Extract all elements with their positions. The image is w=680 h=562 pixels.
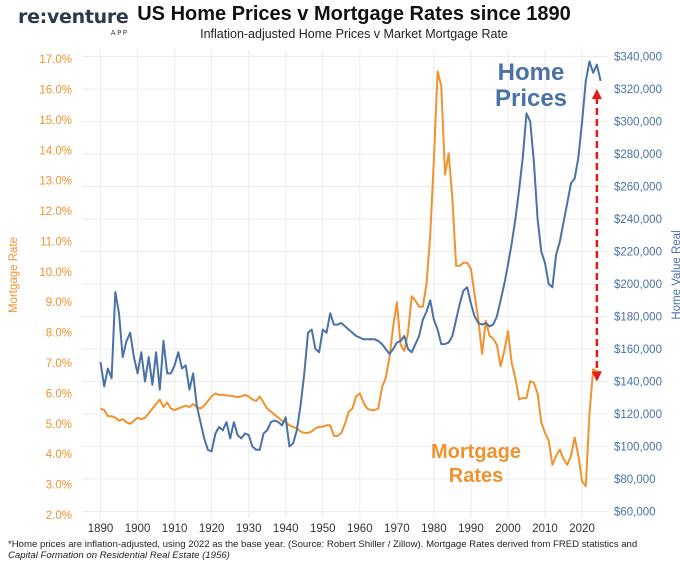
x-axis-tick-label: 1900 [125,523,151,535]
right-axis-tick-label: $340,000 [614,52,662,64]
x-axis-tick-label: 1960 [347,523,373,535]
x-axis-tick-label: 1940 [273,523,299,535]
left-axis-tick-label: 5.0% [46,419,72,431]
left-axis-tick-label: 15.0% [39,115,72,127]
mortgage-rates-label-line-2: Rates [449,465,503,487]
x-axis-tick-label: 1950 [310,523,336,535]
right-axis-tick-label: $80,000 [614,474,656,486]
x-axis-tick-label: 1930 [236,523,262,535]
right-axis-tick-label: $60,000 [614,507,656,519]
left-axis-tick-label: 2.0% [46,510,72,522]
x-axis-tick-label: 2000 [495,523,521,535]
home-prices-label-line-1: Home [498,59,565,86]
x-axis-tick-label: 1920 [199,523,225,535]
left-axis-tick-label: 13.0% [39,176,72,188]
home-price-line [99,60,602,453]
x-axis-tick-label: 1890 [88,523,114,535]
left-axis-tick-label: 8.0% [46,328,72,340]
logo-subtext: APP [110,29,129,37]
x-axis-tick-label: 1910 [162,523,188,535]
right-axis-tick-label: $280,000 [614,149,662,161]
brand-logo: re:venture APP [18,6,129,37]
footnote-source-title: Capital Formation on Residential Real Es… [8,550,230,561]
arrowhead-up-icon [591,89,602,99]
x-axis-tick-label: 2010 [532,523,558,535]
x-axis-tick-label: 1970 [384,523,410,535]
left-axis-tick-label: 11.0% [40,236,72,248]
right-axis-tick-label: $260,000 [614,182,662,194]
left-axis-tick-label: 3.0% [46,480,72,492]
right-axis-tick-label: $180,000 [614,312,662,324]
mortgage-rates-label-line-1: Mortgage [431,441,521,463]
left-axis-tick-label: 6.0% [46,388,72,400]
left-axis-tick-label: 10.0% [39,267,72,279]
x-axis-tick-label: 1980 [421,523,447,535]
footnote-line-2: Capital Formation on Residential Real Es… [8,550,676,561]
right-axis-tick-label: $120,000 [614,409,662,421]
right-axis-tick-label: $320,000 [614,84,662,96]
left-axis-title: Mortgage Rate [8,237,20,313]
x-axis-tick-label: 2020 [569,523,595,535]
right-axis-tick-label: $160,000 [614,344,662,356]
right-axis-tick-label: $300,000 [614,117,662,129]
arrowhead-down-icon [591,371,602,382]
left-axis-tick-label: 12.0% [39,206,72,218]
x-axis-tick-label: 1990 [458,523,484,535]
footnote: *Home prices are inflation-adjusted, usi… [8,539,676,561]
left-axis-tick-label: 17.0% [39,54,72,66]
logo-text: re:venture [18,6,129,28]
right-axis-tick-label: $140,000 [614,377,662,389]
footnote-line-1: *Home prices are inflation-adjusted, usi… [8,539,638,550]
left-axis-tick-label: 16.0% [39,85,72,97]
left-axis-tick-label: 7.0% [46,358,72,370]
right-axis-tick-label: $100,000 [614,442,662,454]
right-axis-tick-label: $240,000 [614,214,662,226]
right-axis-tick-label: $200,000 [614,279,662,291]
left-axis-tick-label: 9.0% [46,297,72,309]
mortgage-rate-line [100,70,601,488]
right-axis-title: Home Value Real [671,230,680,319]
left-axis-tick-label: 4.0% [46,449,72,461]
left-axis-tick-label: 14.0% [39,145,72,157]
right-axis-tick-label: $220,000 [614,247,662,259]
chart-subtitle: Inflation-adjusted Home Prices v Market … [200,27,508,41]
chart-title: US Home Prices v Mortgage Rates since 18… [137,3,571,25]
home-prices-label-line-2: Prices [495,85,567,112]
